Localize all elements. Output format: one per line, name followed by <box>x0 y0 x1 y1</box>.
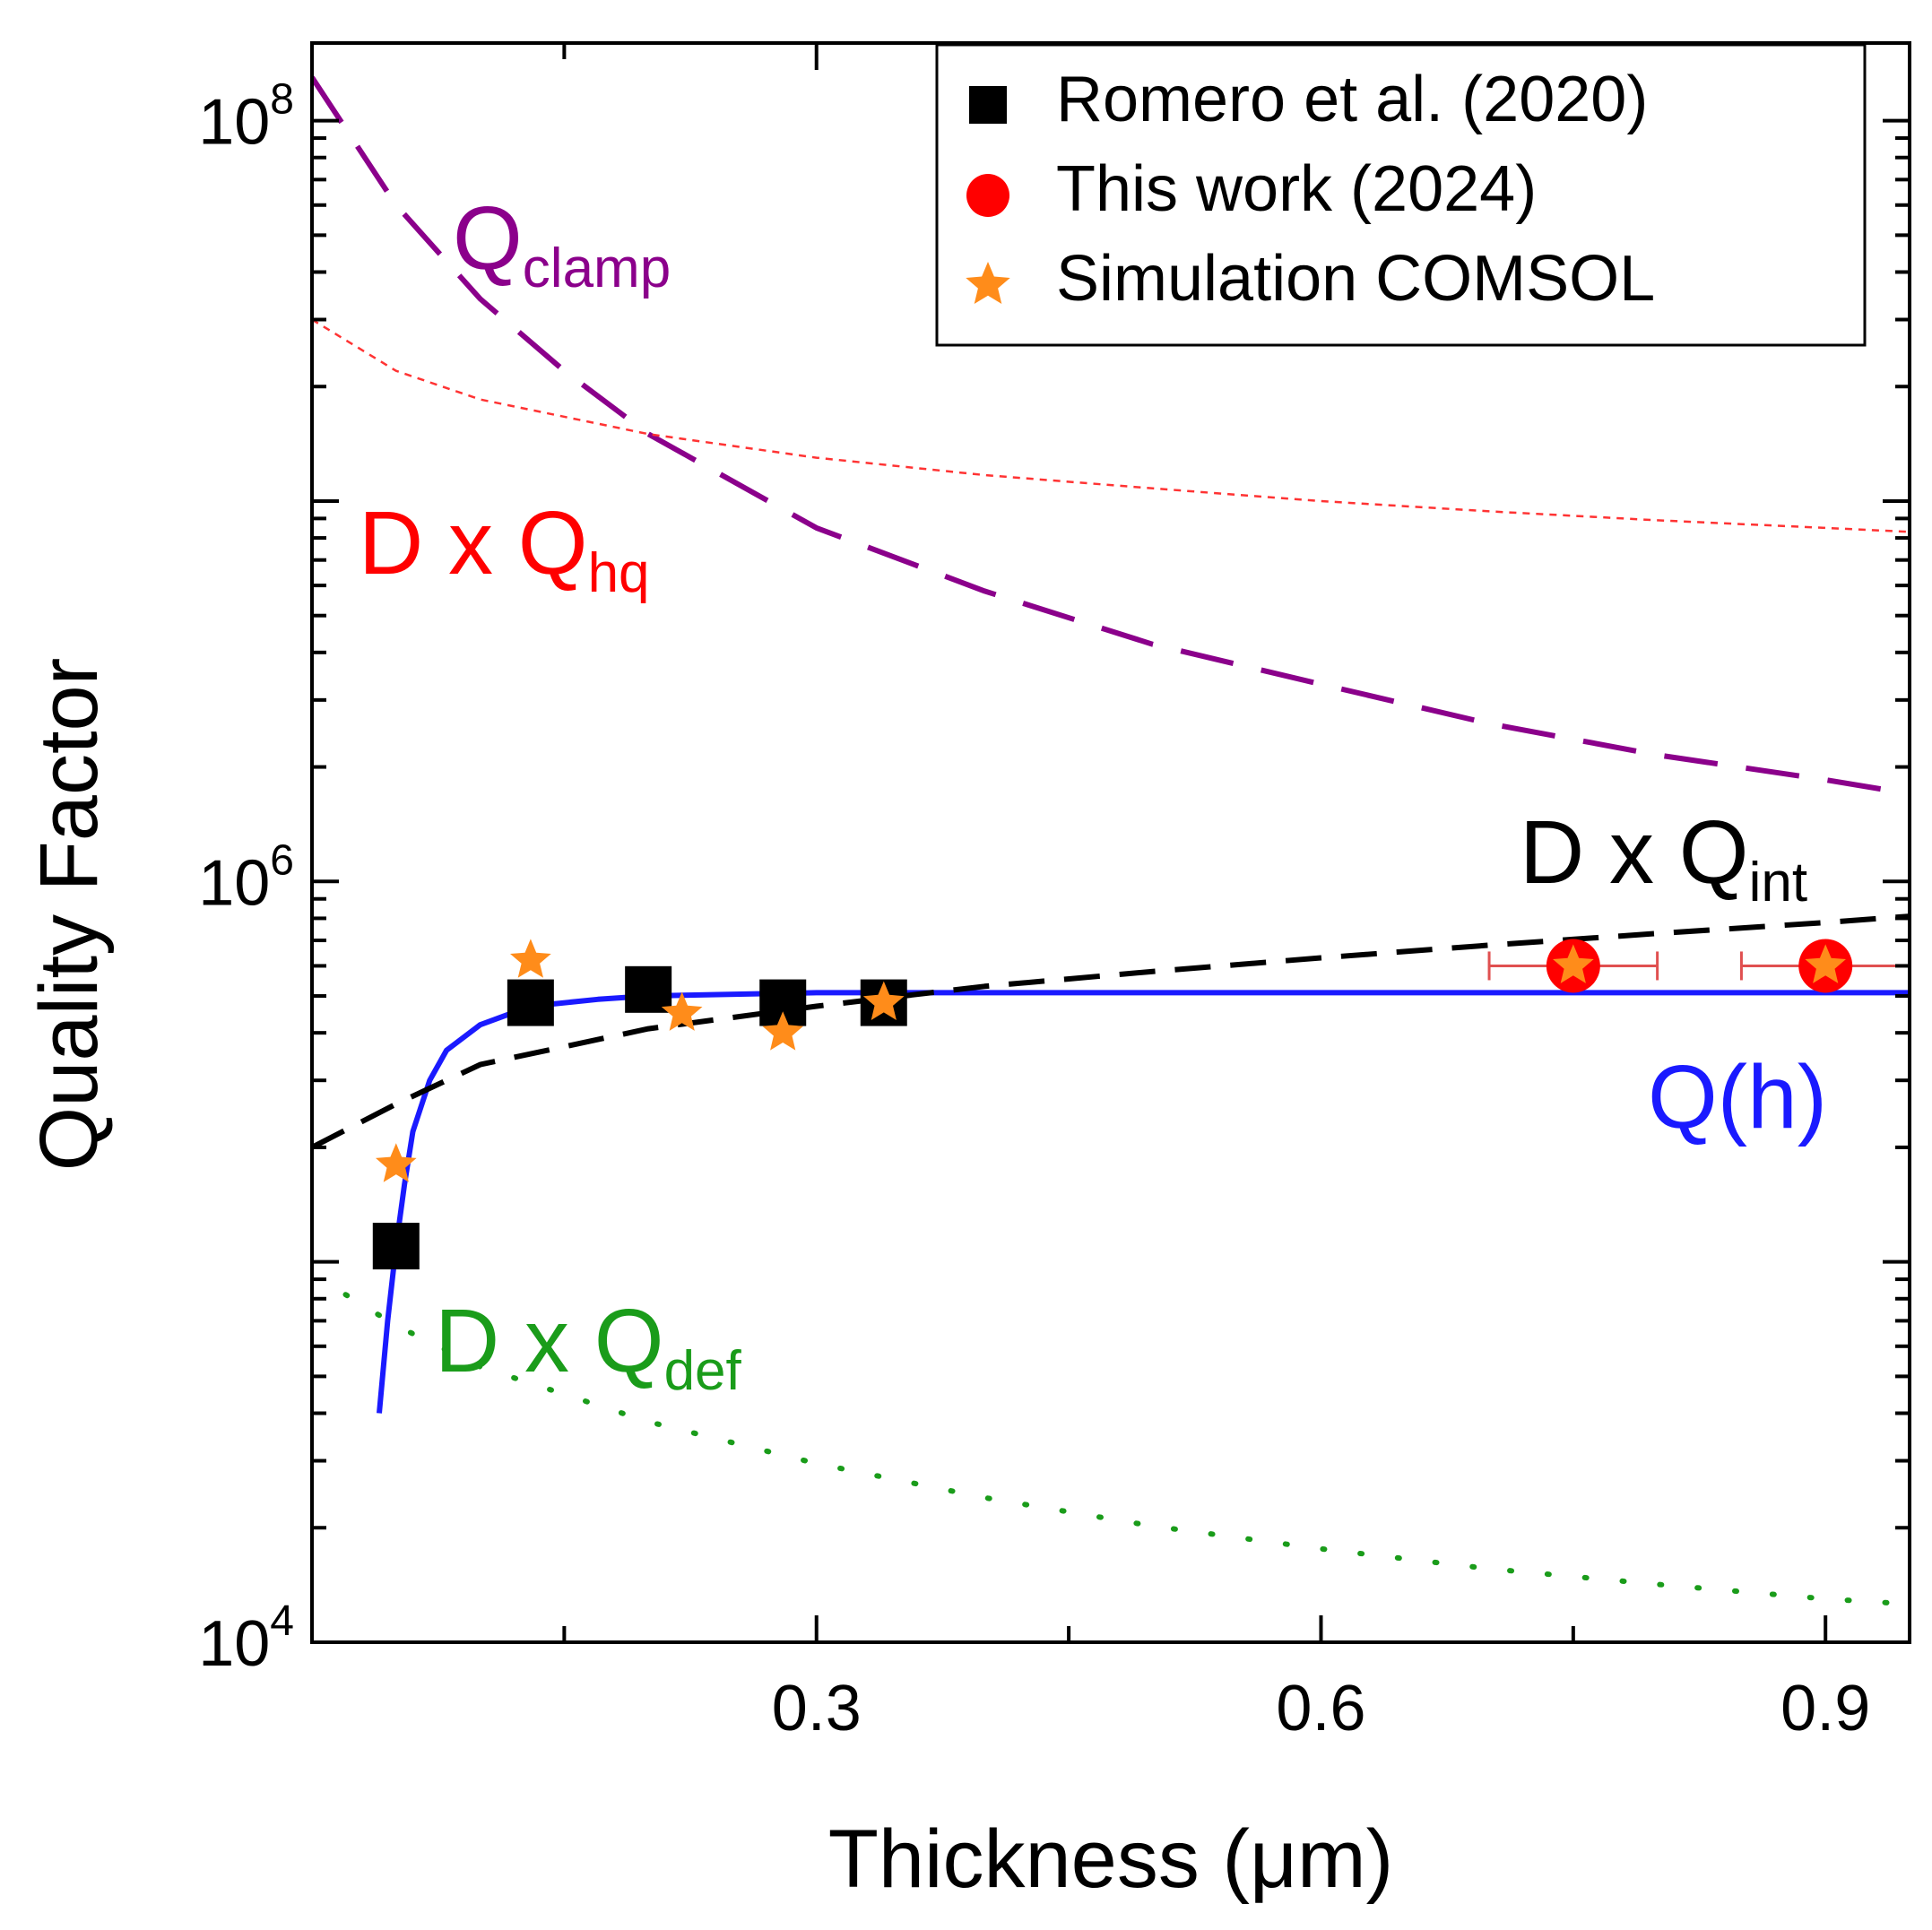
y-tick-exponent: 4 <box>270 1597 294 1645</box>
legend-entry-this-work: This work (2024) <box>966 153 1537 225</box>
legend-entry-romero: Romero et al. (2020) <box>969 64 1648 135</box>
legend-square-marker <box>969 86 1007 124</box>
annotation-q-clamp: Qclamp <box>453 188 671 299</box>
star-marker <box>762 1011 803 1051</box>
star-marker <box>661 991 703 1031</box>
y-tick-label: 106 <box>198 836 294 919</box>
square-marker <box>372 1223 420 1270</box>
x-tick-label: 0.3 <box>772 1673 862 1744</box>
data-markers <box>372 939 1853 1270</box>
y-tick-exponent: 8 <box>270 76 294 124</box>
curve-d-x-q-hq <box>312 318 1910 533</box>
legend-label-romero: Romero et al. (2020) <box>1056 64 1648 135</box>
square-marker <box>507 979 554 1026</box>
annotation-q-h: Q(h) <box>1648 1047 1827 1147</box>
star-marker <box>376 1143 417 1182</box>
annotation-d-q-int-sub: int <box>1749 852 1807 913</box>
annotation-q-h-base: Q(h) <box>1648 1047 1827 1147</box>
y-tick-base: 10 <box>198 847 270 919</box>
legend-star-marker <box>966 262 1010 304</box>
legend-label-simulation: Simulation COMSOL <box>1056 243 1655 315</box>
y-tick-base: 10 <box>198 87 270 159</box>
annotation-q-clamp-base: Q <box>453 188 523 289</box>
y-tick-exponent: 6 <box>270 836 294 884</box>
x-axis-label: Thickness (μm) <box>828 1813 1394 1905</box>
annotation-d-q-def: D x Qdef <box>435 1291 742 1402</box>
y-axis-label: Quality Factor <box>23 658 115 1172</box>
curve-q-clamp <box>312 75 1910 797</box>
curve-annotations: Qclamp D x Qhq D x Qint Q(h) D x Qdef <box>359 188 1827 1402</box>
square-marker <box>625 965 672 1013</box>
curve-d-x-q-int <box>312 913 1910 1150</box>
legend-label-this-work: This work (2024) <box>1056 153 1537 225</box>
annotation-d-q-def-sub: def <box>664 1340 742 1402</box>
annotation-q-clamp-sub: clamp <box>523 238 671 299</box>
legend: Romero et al. (2020) This work (2024) Si… <box>935 43 1867 347</box>
x-tick-label: 0.6 <box>1276 1673 1365 1744</box>
annotation-d-q-def-base: D x Q <box>435 1291 664 1391</box>
legend-entry-simulation: Simulation COMSOL <box>966 243 1655 315</box>
star-marker <box>862 981 905 1020</box>
y-tick-label: 104 <box>198 1597 294 1680</box>
annotation-d-q-hq-sub: hq <box>588 542 650 604</box>
star-marker <box>1553 944 1594 983</box>
annotation-d-q-int-base: D x Q <box>1520 802 1749 903</box>
annotation-d-q-hq-base: D x Q <box>359 493 588 593</box>
plot-frame <box>310 41 1911 1644</box>
star-marker <box>510 939 551 978</box>
y-tick-base: 10 <box>198 1608 270 1680</box>
legend-circle-marker <box>966 174 1009 217</box>
x-tick-label: 0.9 <box>1780 1673 1870 1744</box>
annotation-d-q-int: D x Qint <box>1520 802 1807 913</box>
annotation-d-q-hq: D x Qhq <box>359 493 650 604</box>
star-marker <box>1805 944 1846 983</box>
legend-box <box>935 43 1867 347</box>
y-tick-label: 108 <box>198 76 294 159</box>
